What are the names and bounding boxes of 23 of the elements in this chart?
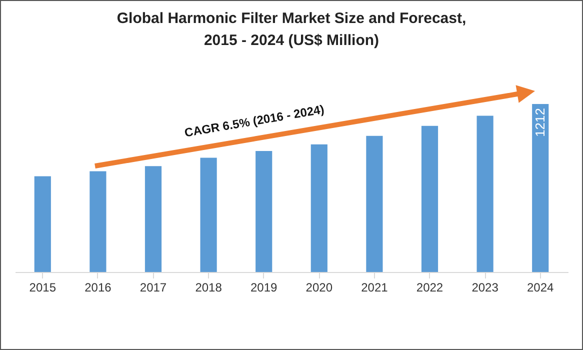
bar	[421, 126, 438, 272]
bar	[366, 136, 383, 272]
x-tick-label: 2020	[306, 280, 333, 294]
chart-title: Global Harmonic Filter Market Size and Forecast, 2015 - 2024 (US$ Million)	[116, 10, 466, 49]
bar	[34, 176, 51, 272]
x-tick-label: 2018	[195, 280, 222, 294]
x-tick-label: 2023	[472, 280, 499, 294]
x-tick-label: 2016	[84, 280, 112, 294]
bar	[90, 171, 106, 272]
x-tick-label: 2017	[140, 280, 167, 294]
x-tick-label: 2024	[527, 280, 554, 294]
bar	[200, 158, 217, 272]
bar	[532, 104, 549, 272]
bar	[144, 166, 162, 272]
data-label: 1212	[532, 108, 548, 137]
bar	[476, 116, 494, 272]
bar	[256, 150, 272, 272]
bar	[310, 144, 328, 272]
x-tick-label: 2015	[29, 280, 56, 294]
x-tick-label: 2021	[361, 280, 388, 294]
annotation: CAGR 6.5% (2016 - 2024)	[183, 102, 326, 140]
x-tick-label: 2019	[250, 280, 278, 294]
x-tick-label: 2022	[416, 280, 444, 294]
